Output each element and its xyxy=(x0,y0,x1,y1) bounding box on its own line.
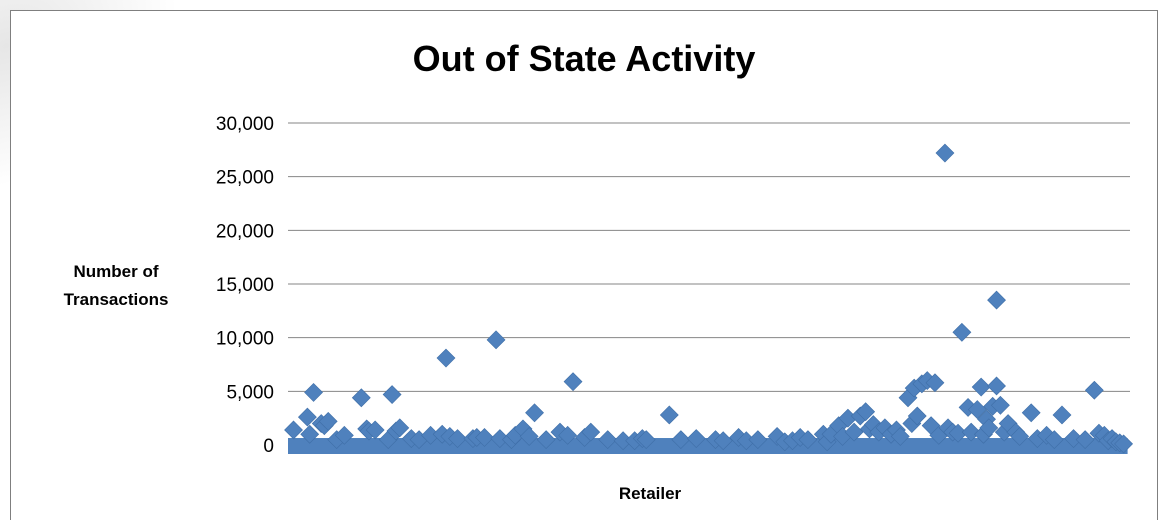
data-point xyxy=(598,430,618,450)
data-point xyxy=(844,422,864,442)
data-point xyxy=(856,402,876,422)
data-point xyxy=(798,430,818,450)
data-point xyxy=(486,330,506,350)
data-point xyxy=(890,426,910,446)
data-point xyxy=(382,385,402,404)
data-point xyxy=(987,290,1006,310)
gridlines xyxy=(288,122,1130,446)
data-point xyxy=(1064,429,1083,448)
y-tick-label: 15,000 xyxy=(216,275,274,296)
y-axis-title: Number of Transactions xyxy=(63,262,169,309)
data-point xyxy=(967,400,987,420)
data-point xyxy=(671,430,691,450)
data-point xyxy=(1114,434,1134,454)
data-point xyxy=(475,428,494,447)
data-point xyxy=(971,377,991,397)
data-point xyxy=(436,348,456,368)
data-point xyxy=(448,429,467,448)
data-point xyxy=(581,422,601,442)
data-point xyxy=(1052,405,1072,425)
y-tick-label: 10,000 xyxy=(216,329,274,350)
data-point xyxy=(536,430,556,450)
data-point xyxy=(952,322,972,342)
y-tick-label: 0 xyxy=(263,436,274,457)
y-tick-label: 25,000 xyxy=(216,168,274,189)
data-point xyxy=(558,425,578,445)
data-point xyxy=(979,418,999,438)
data-point xyxy=(563,372,583,392)
data-point xyxy=(490,429,510,448)
data-point xyxy=(300,424,320,444)
data-point xyxy=(987,376,1006,396)
data-point xyxy=(284,420,303,440)
data-point xyxy=(713,431,733,451)
x-axis-title: Retailer xyxy=(618,484,682,503)
data-point xyxy=(297,407,317,427)
y-tick-labels: 0 5,000 10,000 15,000 20,000 25,000 30,000 xyxy=(216,114,274,457)
data-point xyxy=(334,425,354,445)
data-point xyxy=(925,373,945,393)
data-point xyxy=(525,403,544,423)
data-point xyxy=(1021,403,1041,423)
data-point xyxy=(1084,380,1104,400)
data-point xyxy=(318,411,338,431)
data-point xyxy=(351,388,371,408)
data-point xyxy=(907,406,927,426)
data-point xyxy=(961,422,981,442)
data-point xyxy=(304,382,323,402)
data-point xyxy=(1075,430,1095,450)
y-tick-label: 5,000 xyxy=(226,382,274,403)
data-point xyxy=(636,430,656,450)
data-point xyxy=(519,426,539,446)
y-tick-label: 20,000 xyxy=(216,221,274,242)
data-point xyxy=(935,143,955,163)
data-point xyxy=(686,429,706,448)
data-point xyxy=(1010,426,1030,446)
data-point xyxy=(659,405,679,425)
chart-title: Out of State Activity xyxy=(412,38,756,79)
data-point xyxy=(990,395,1010,415)
data-point xyxy=(748,430,768,450)
y-tick-label: 30,000 xyxy=(216,114,274,135)
data-point xyxy=(1044,430,1064,450)
data-point xyxy=(365,420,385,440)
data-point xyxy=(390,418,410,438)
data-points xyxy=(284,143,1134,454)
